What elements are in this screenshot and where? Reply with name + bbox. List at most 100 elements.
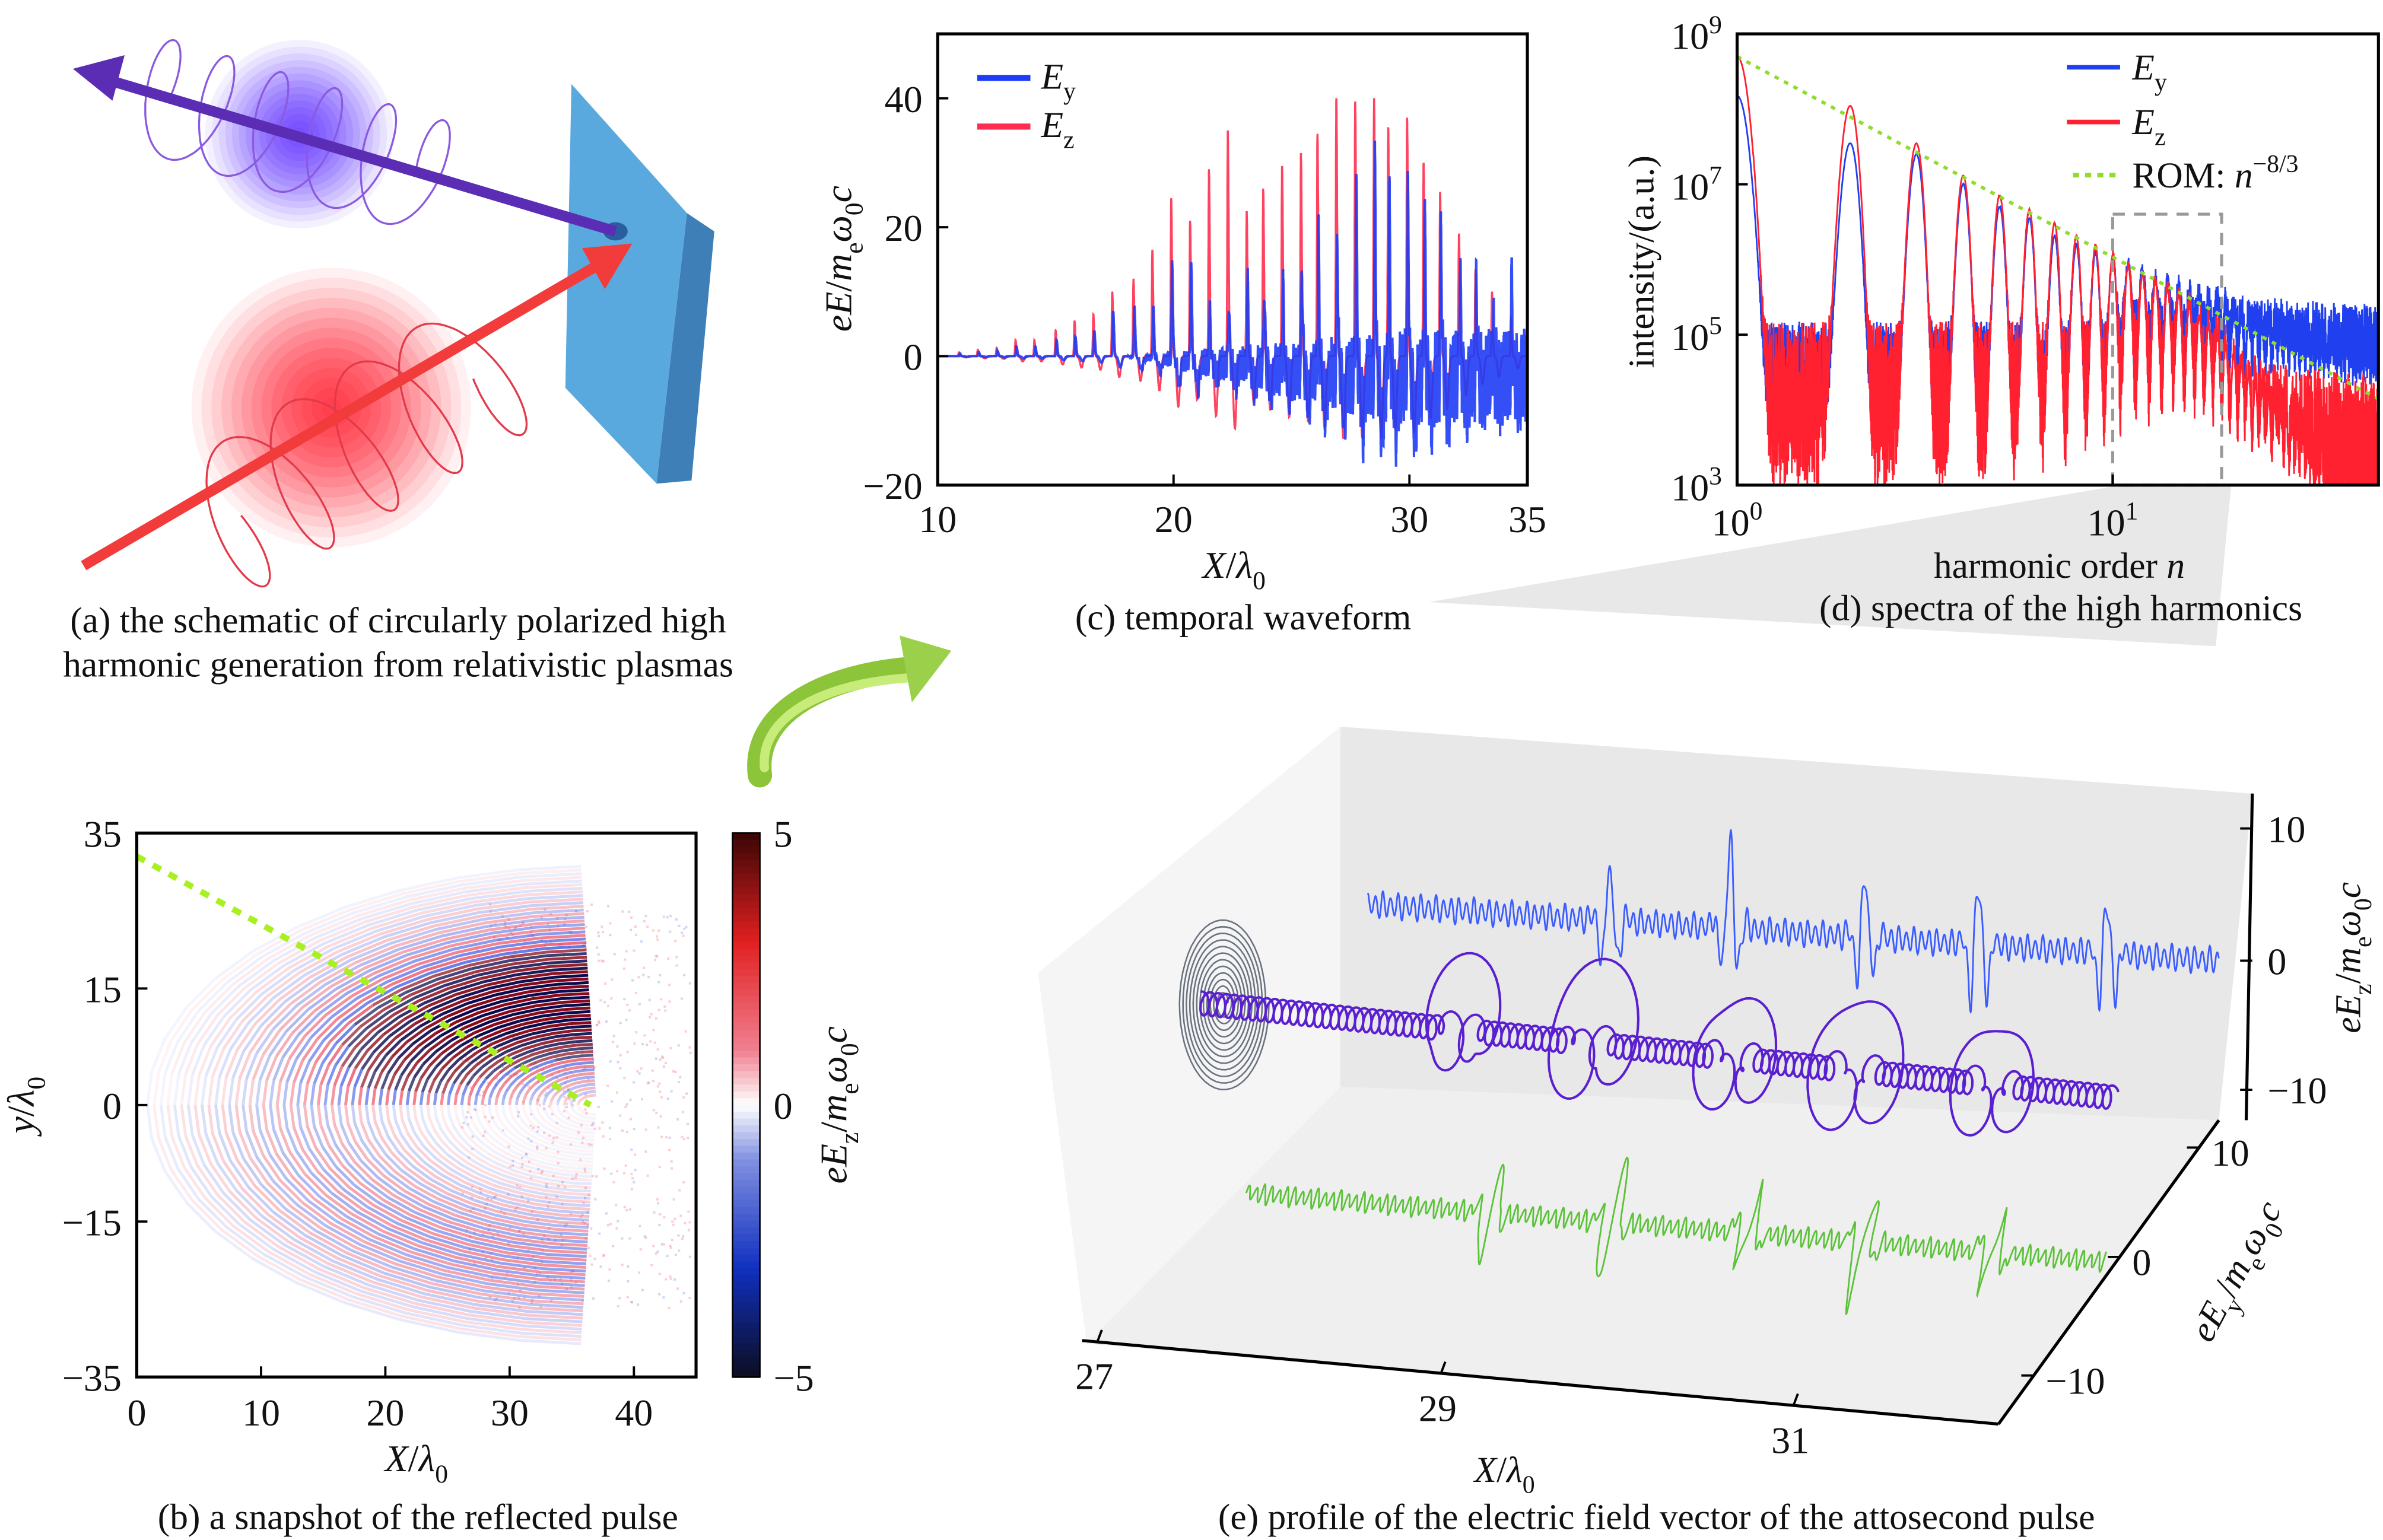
label-part: ω xyxy=(813,1056,855,1083)
negative-field-fringe xyxy=(383,1271,430,1288)
positive-field-fringe xyxy=(424,1015,448,1030)
noise-pixel xyxy=(659,1213,662,1216)
positive-field-fringe xyxy=(498,1082,506,1092)
negative-field-fringe xyxy=(411,1304,467,1320)
negative-field-fringe xyxy=(202,1164,225,1194)
negative-field-fringe xyxy=(533,1140,545,1148)
noise-pixel xyxy=(641,1288,644,1291)
noise-pixel xyxy=(538,1103,542,1107)
positive-field-fringe xyxy=(485,915,535,925)
noise-pixel xyxy=(514,1208,517,1211)
label-part: 5 xyxy=(1709,311,1722,340)
noise-pixel xyxy=(602,1253,605,1257)
negative-field-fringe xyxy=(543,1108,548,1113)
colorbar-cell xyxy=(732,1350,760,1358)
noise-pixel xyxy=(568,1098,571,1101)
noise-pixel xyxy=(662,915,665,918)
negative-field-fringe xyxy=(471,959,509,971)
positive-field-fringe xyxy=(266,971,301,997)
positive-field-fringe xyxy=(474,963,511,974)
positive-field-fringe xyxy=(462,949,503,960)
positive-field-fringe xyxy=(347,1123,357,1143)
negative-field-fringe xyxy=(561,995,590,1000)
positive-field-fringe xyxy=(289,1082,296,1106)
positive-field-fringe xyxy=(249,1157,269,1184)
noise-pixel xyxy=(627,1280,630,1283)
positive-field-fringe xyxy=(534,1171,554,1178)
noise-pixel xyxy=(552,1137,555,1140)
noise-pixel xyxy=(536,1130,539,1133)
noise-pixel xyxy=(527,1085,530,1088)
negative-field-fringe xyxy=(176,1010,200,1042)
noise-pixel xyxy=(533,1047,536,1050)
noise-pixel xyxy=(488,1224,491,1227)
positive-field-fringe xyxy=(257,929,301,956)
noise-pixel xyxy=(503,924,506,927)
negative-field-fringe xyxy=(421,1117,429,1132)
positive-field-fringe xyxy=(373,957,411,975)
noise-pixel xyxy=(658,1082,661,1085)
noise-pixel xyxy=(627,1265,630,1268)
negative-field-fringe xyxy=(296,1203,327,1227)
negative-field-fringe xyxy=(518,1087,525,1094)
positive-field-fringe xyxy=(456,1256,498,1268)
series-ey-line xyxy=(1737,95,2379,420)
positive-field-fringe xyxy=(501,1258,544,1267)
negative-field-fringe xyxy=(513,1194,539,1202)
positive-field-fringe xyxy=(402,1315,460,1331)
positive-field-fringe xyxy=(486,1190,511,1201)
noise-pixel xyxy=(669,1277,672,1280)
colorbar-cell xyxy=(732,860,760,868)
positive-field-fringe xyxy=(453,1094,458,1106)
y-tick-label: 103​ xyxy=(1671,462,1722,508)
positive-field-fringe xyxy=(417,1244,457,1259)
label-part: e xyxy=(840,242,868,253)
positive-field-fringe xyxy=(476,901,530,911)
negative-field-fringe xyxy=(528,1310,583,1316)
negative-field-fringe xyxy=(255,1027,275,1054)
positive-field-fringe xyxy=(475,1144,490,1155)
negative-field-fringe xyxy=(497,1162,514,1172)
positive-field-fringe xyxy=(561,1043,577,1049)
noise-pixel xyxy=(523,1296,526,1299)
colorbar-tick-label: 0 xyxy=(774,1085,793,1127)
positive-field-fringe xyxy=(267,1250,311,1276)
negative-field-fringe xyxy=(555,1056,568,1062)
positive-field-fringe xyxy=(577,1106,580,1109)
noise-pixel xyxy=(633,1181,636,1183)
colorbar-tick-label: −5 xyxy=(774,1357,814,1399)
negative-field-fringe xyxy=(572,1109,576,1113)
positive-field-fringe xyxy=(560,1119,567,1125)
negative-field-fringe xyxy=(389,1172,411,1190)
positive-field-fringe xyxy=(544,1189,568,1195)
negative-field-fringe xyxy=(542,1135,552,1142)
noise-pixel xyxy=(608,1127,611,1129)
negative-field-fringe xyxy=(447,931,493,944)
positive-field-fringe xyxy=(309,956,347,979)
noise-pixel xyxy=(495,1297,498,1300)
negative-field-fringe xyxy=(346,975,379,995)
noise-pixel xyxy=(634,1153,637,1156)
positive-field-fringe xyxy=(152,1072,160,1106)
negative-field-fringe xyxy=(466,1124,475,1135)
negative-field-fringe xyxy=(412,1029,432,1045)
noise-pixel xyxy=(541,1170,544,1173)
negative-field-fringe xyxy=(573,1174,592,1178)
positive-field-fringe xyxy=(379,1037,396,1055)
positive-field-fringe xyxy=(425,1238,463,1253)
negative-field-fringe xyxy=(218,1048,232,1078)
negative-field-fringe xyxy=(574,1121,580,1125)
positive-field-fringe xyxy=(519,1138,530,1146)
positive-field-fringe xyxy=(238,1051,252,1079)
positive-field-fringe xyxy=(522,1105,526,1111)
positive-field-fringe xyxy=(546,1071,557,1078)
noise-pixel xyxy=(660,998,663,1001)
positive-field-fringe xyxy=(545,1256,587,1262)
noise-pixel xyxy=(485,1202,488,1206)
negative-field-fringe xyxy=(296,1083,303,1106)
noise-pixel xyxy=(536,1146,539,1148)
label-part: / xyxy=(1226,544,1237,586)
negative-field-fringe xyxy=(429,1235,466,1249)
negative-field-fringe xyxy=(474,1096,478,1106)
positive-field-fringe xyxy=(379,1155,396,1173)
